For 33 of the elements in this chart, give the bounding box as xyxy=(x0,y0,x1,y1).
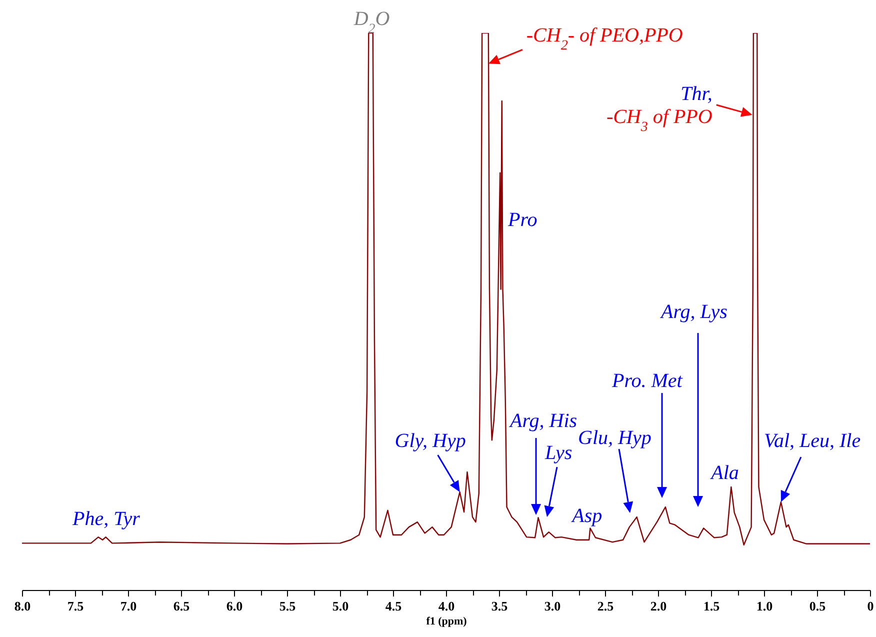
x-tick-label: 4.5 xyxy=(385,598,402,614)
x-tick-label: 3.0 xyxy=(544,598,561,614)
annotation: Ala xyxy=(709,462,739,484)
annotation: Asp xyxy=(570,505,602,528)
x-tick-label: 2.5 xyxy=(597,598,614,614)
x-tick-label: 8.0 xyxy=(14,598,31,614)
x-tick-label: 5.0 xyxy=(332,598,349,614)
annotation: Lys xyxy=(544,442,572,464)
x-tick-label: 4.0 xyxy=(438,598,455,614)
x-tick-label: 0.5 xyxy=(809,598,826,614)
annotation: Pro xyxy=(507,209,538,231)
annotation: Arg, Lys xyxy=(659,301,728,323)
x-tick-label: 6.5 xyxy=(173,598,190,614)
x-tick-label: 5.5 xyxy=(279,598,296,614)
x-tick-label: 2.0 xyxy=(650,598,667,614)
annotation: -CH$_{2}$- of PEO,PPO xyxy=(526,24,683,54)
annotation: Gly, Hyp xyxy=(394,430,466,452)
x-tick-label: 7.0 xyxy=(120,598,137,614)
x-axis-title: f1 (ppm) xyxy=(426,616,468,628)
x-tick-label: 3.5 xyxy=(491,598,508,614)
annotation: Pro. Met xyxy=(611,370,683,392)
annotation: Arg, His xyxy=(508,410,578,432)
x-tick-label: 7.5 xyxy=(67,598,84,614)
annotation: Thr, xyxy=(680,82,712,105)
x-tick-label: 1.5 xyxy=(703,598,720,614)
annotation: Val, Leu, Ile xyxy=(764,430,861,452)
x-tick-label: 6.0 xyxy=(226,598,243,614)
annotation: D$_{2}$O xyxy=(352,8,390,36)
x-tick-label: 0 xyxy=(867,598,874,614)
annotation: Glu, Hyp xyxy=(578,427,652,449)
annotation: Phe, Tyr xyxy=(72,508,140,530)
x-tick-label: 1.0 xyxy=(756,598,773,614)
annotation: -CH$_{3}$ of PPO xyxy=(606,106,712,134)
